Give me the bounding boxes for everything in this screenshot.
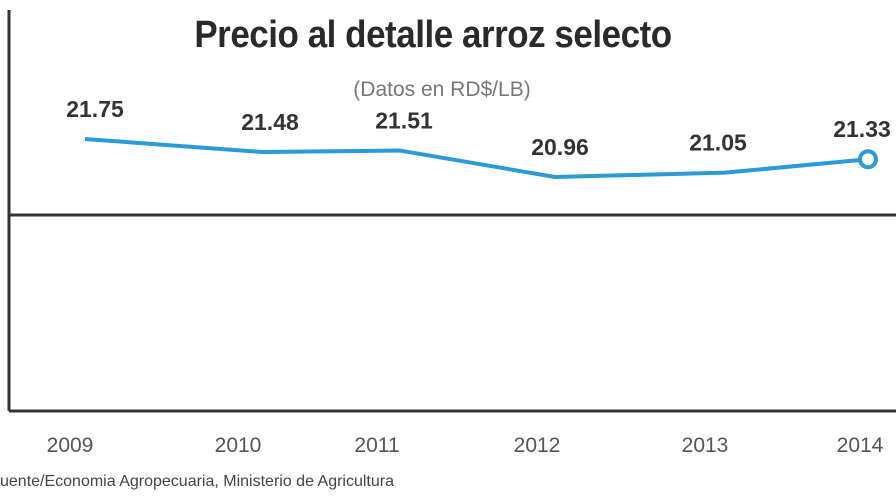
data-label: 21.33 [833, 116, 891, 142]
chart-subtitle: (Datos en RD$/LB) [353, 78, 531, 101]
x-tick-label: 2012 [514, 434, 561, 457]
x-tick-label: 2010 [215, 434, 262, 457]
x-tick-label: 2014 [837, 434, 884, 457]
data-label: 20.96 [531, 134, 589, 160]
data-label: 21.05 [689, 130, 747, 156]
data-label: 21.75 [66, 96, 124, 122]
x-tick-label: 2009 [47, 434, 94, 457]
chart-title: Precio al detalle arroz selecto [194, 14, 672, 56]
series-line [84, 137, 869, 179]
source-note: uente/Economia Agropecuaria, Ministerio … [0, 473, 394, 490]
data-point-marker [858, 149, 878, 170]
x-tick-label: 2011 [354, 434, 399, 457]
x-tick-label: 2013 [682, 434, 729, 457]
data-label: 21.48 [241, 109, 299, 135]
data-label: 21.51 [375, 108, 433, 134]
